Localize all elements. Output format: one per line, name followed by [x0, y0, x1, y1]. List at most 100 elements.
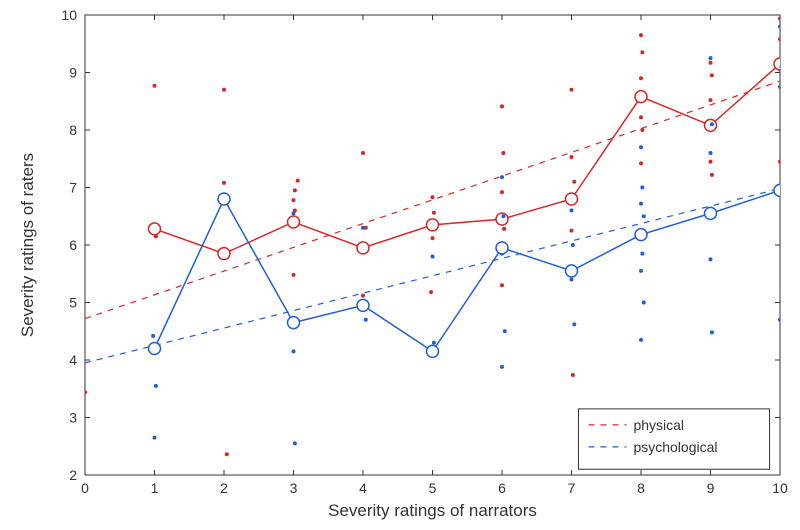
- psychological-scatter-point: [292, 349, 296, 353]
- psychological-scatter-point: [710, 330, 714, 334]
- physical-scatter-point: [429, 290, 433, 294]
- psychological-marker: [149, 343, 161, 355]
- psychological-scatter-point: [292, 211, 296, 215]
- physical-scatter-point: [431, 195, 435, 199]
- psychological-scatter-point: [639, 145, 643, 149]
- physical-marker: [566, 193, 578, 205]
- physical-marker: [427, 219, 439, 231]
- legend-label-psychological: psychological: [633, 439, 717, 455]
- x-tick-label: 8: [637, 480, 645, 496]
- psychological-scatter-point: [432, 341, 436, 345]
- physical-scatter-point: [710, 73, 714, 77]
- psychological-scatter-point: [293, 441, 297, 445]
- physical-scatter-point: [500, 104, 504, 108]
- physical-scatter-point: [640, 50, 644, 54]
- physical-scatter-point: [296, 179, 300, 183]
- physical-scatter-point: [572, 180, 576, 184]
- psychological-scatter-point: [154, 384, 158, 388]
- psychological-scatter-point: [642, 214, 646, 218]
- psychological-marker: [288, 317, 300, 329]
- psychological-scatter-point: [570, 209, 574, 213]
- physical-scatter-point: [501, 151, 505, 155]
- physical-scatter-point: [500, 283, 504, 287]
- x-tick-label: 2: [220, 480, 228, 496]
- x-tick-label: 0: [81, 480, 89, 496]
- psychological-scatter-point: [639, 269, 643, 273]
- y-tick-label: 9: [69, 65, 77, 81]
- x-tick-label: 1: [151, 480, 159, 496]
- physical-scatter-point: [709, 160, 713, 164]
- psychological-marker: [496, 242, 508, 254]
- psychological-marker: [566, 265, 578, 277]
- psychological-scatter-point: [501, 214, 505, 218]
- psychological-scatter-point: [571, 243, 575, 247]
- plot-area: [85, 15, 780, 475]
- psychological-scatter-point: [639, 202, 643, 206]
- physical-scatter-point: [710, 173, 714, 177]
- physical-scatter-point: [571, 373, 575, 377]
- physical-scatter-point: [709, 61, 713, 65]
- physical-marker: [218, 248, 230, 260]
- psychological-scatter-point: [710, 122, 714, 126]
- physical-scatter-point: [639, 161, 643, 165]
- psychological-scatter-point: [572, 322, 576, 326]
- physical-scatter-point: [502, 227, 506, 231]
- physical-scatter-point: [293, 188, 297, 192]
- y-tick-label: 10: [61, 7, 77, 23]
- psychological-scatter-point: [500, 175, 504, 179]
- psychological-scatter-point: [361, 226, 365, 230]
- physical-scatter-point: [431, 236, 435, 240]
- physical-scatter-point: [639, 33, 643, 37]
- physical-scatter-point: [222, 181, 226, 185]
- physical-scatter-point: [225, 452, 229, 456]
- physical-scatter-point: [292, 198, 296, 202]
- physical-scatter-point: [500, 190, 504, 194]
- psychological-scatter-point: [639, 338, 643, 342]
- x-tick-label: 4: [359, 480, 367, 496]
- physical-marker: [149, 223, 161, 235]
- psychological-scatter-point: [640, 252, 644, 256]
- psychological-marker: [218, 193, 230, 205]
- legend-label-physical: physical: [633, 417, 684, 433]
- psychological-scatter-point: [640, 186, 644, 190]
- physical-scatter-point: [570, 88, 574, 92]
- y-tick-label: 6: [69, 237, 77, 253]
- y-axis-label: Severity ratings of raters: [18, 153, 37, 337]
- psychological-scatter-point: [431, 255, 435, 259]
- psychological-marker: [427, 345, 439, 357]
- physical-scatter-point: [639, 76, 643, 80]
- physical-marker: [635, 91, 647, 103]
- chart-container: 0123456789102345678910Severity ratings o…: [0, 0, 800, 530]
- psychological-scatter-point: [153, 436, 157, 440]
- physical-scatter-point: [570, 155, 574, 159]
- physical-scatter-point: [709, 98, 713, 102]
- x-axis-label: Severity ratings of narrators: [328, 501, 537, 520]
- psychological-scatter-point: [151, 334, 155, 338]
- physical-scatter-point: [570, 229, 574, 233]
- psychological-marker: [635, 229, 647, 241]
- psychological-scatter-point: [503, 329, 507, 333]
- psychological-scatter-point: [642, 301, 646, 305]
- physical-scatter-point: [361, 294, 365, 298]
- y-tick-label: 8: [69, 122, 77, 138]
- y-tick-label: 5: [69, 295, 77, 311]
- psychological-marker: [357, 299, 369, 311]
- psychological-scatter-point: [709, 257, 713, 261]
- y-tick-label: 4: [69, 352, 77, 368]
- scatter-line-chart: 0123456789102345678910Severity ratings o…: [0, 0, 800, 530]
- x-tick-label: 6: [498, 480, 506, 496]
- physical-scatter-point: [361, 151, 365, 155]
- physical-scatter-point: [639, 115, 643, 119]
- psychological-scatter-point: [364, 318, 368, 322]
- psychological-scatter-point: [570, 278, 574, 282]
- x-tick-label: 9: [707, 480, 715, 496]
- physical-scatter-point: [153, 84, 157, 88]
- x-tick-label: 7: [568, 480, 576, 496]
- psychological-scatter-point: [500, 365, 504, 369]
- y-tick-label: 7: [69, 180, 77, 196]
- physical-scatter-point: [222, 88, 226, 92]
- physical-marker: [288, 216, 300, 228]
- physical-scatter-point: [432, 211, 436, 215]
- psychological-scatter-point: [709, 151, 713, 155]
- x-tick-label: 3: [290, 480, 298, 496]
